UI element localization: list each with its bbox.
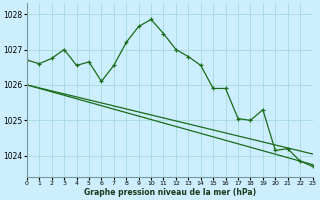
X-axis label: Graphe pression niveau de la mer (hPa): Graphe pression niveau de la mer (hPa) (84, 188, 256, 197)
